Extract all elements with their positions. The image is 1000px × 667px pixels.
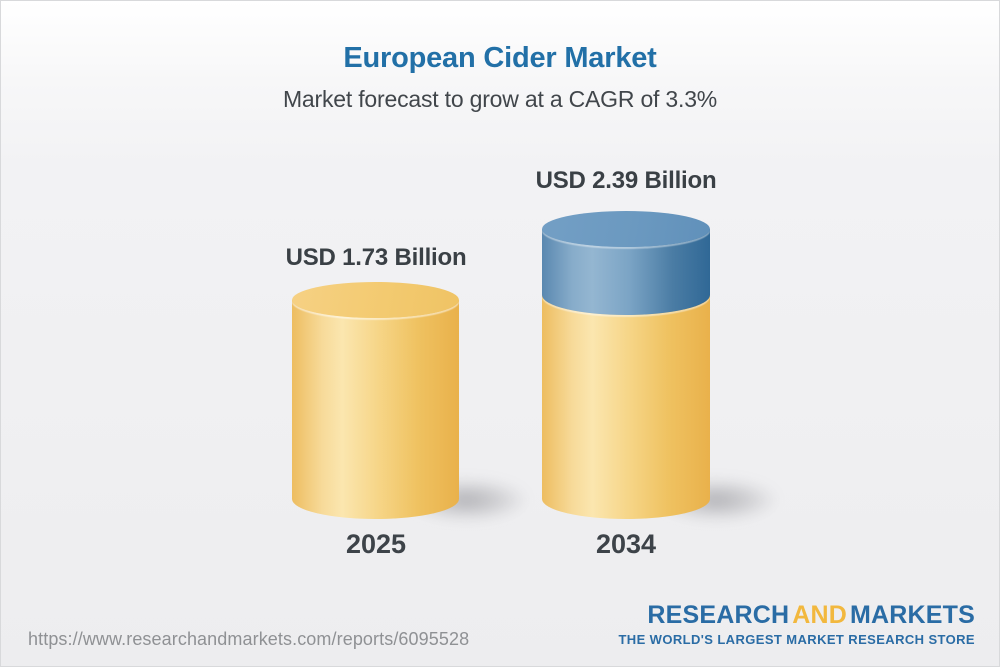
x-axis-label-2034: 2034 <box>595 529 657 559</box>
research-and-markets-logo: RESEARCH AND MARKETS THE WORLD'S LARGEST M… <box>618 603 975 647</box>
cylinder-body-gold <box>292 300 459 519</box>
chart-subtitle: Market forecast to grow at a CAGR of 3.3… <box>282 86 718 112</box>
logo-tagline: THE WORLD'S LARGEST MARKET RESEARCH STOR… <box>618 632 975 647</box>
logo-word-research: RESEARCH <box>647 601 790 629</box>
bar-cylinder-2034 <box>542 211 779 522</box>
logo-wordmark: RESEARCH AND MARKETS <box>618 603 975 628</box>
bar-cylinder-2025 <box>292 282 529 522</box>
report-url[interactable]: https://www.researchandmarkets.com/repor… <box>28 629 470 649</box>
value-label-2034: USD 2.39 Billion <box>535 167 717 194</box>
value-label-2025: USD 1.73 Billion <box>285 244 467 271</box>
logo-word-markets: MARKETS <box>849 601 975 629</box>
cylinder-body-gold <box>542 295 710 519</box>
cylinder-top-gold <box>292 282 459 318</box>
cylinder-top-blue <box>542 211 710 247</box>
chart-title: European Cider Market <box>343 42 657 74</box>
logo-word-and: AND <box>792 601 847 629</box>
x-axis-label-2025: 2025 <box>345 529 407 559</box>
